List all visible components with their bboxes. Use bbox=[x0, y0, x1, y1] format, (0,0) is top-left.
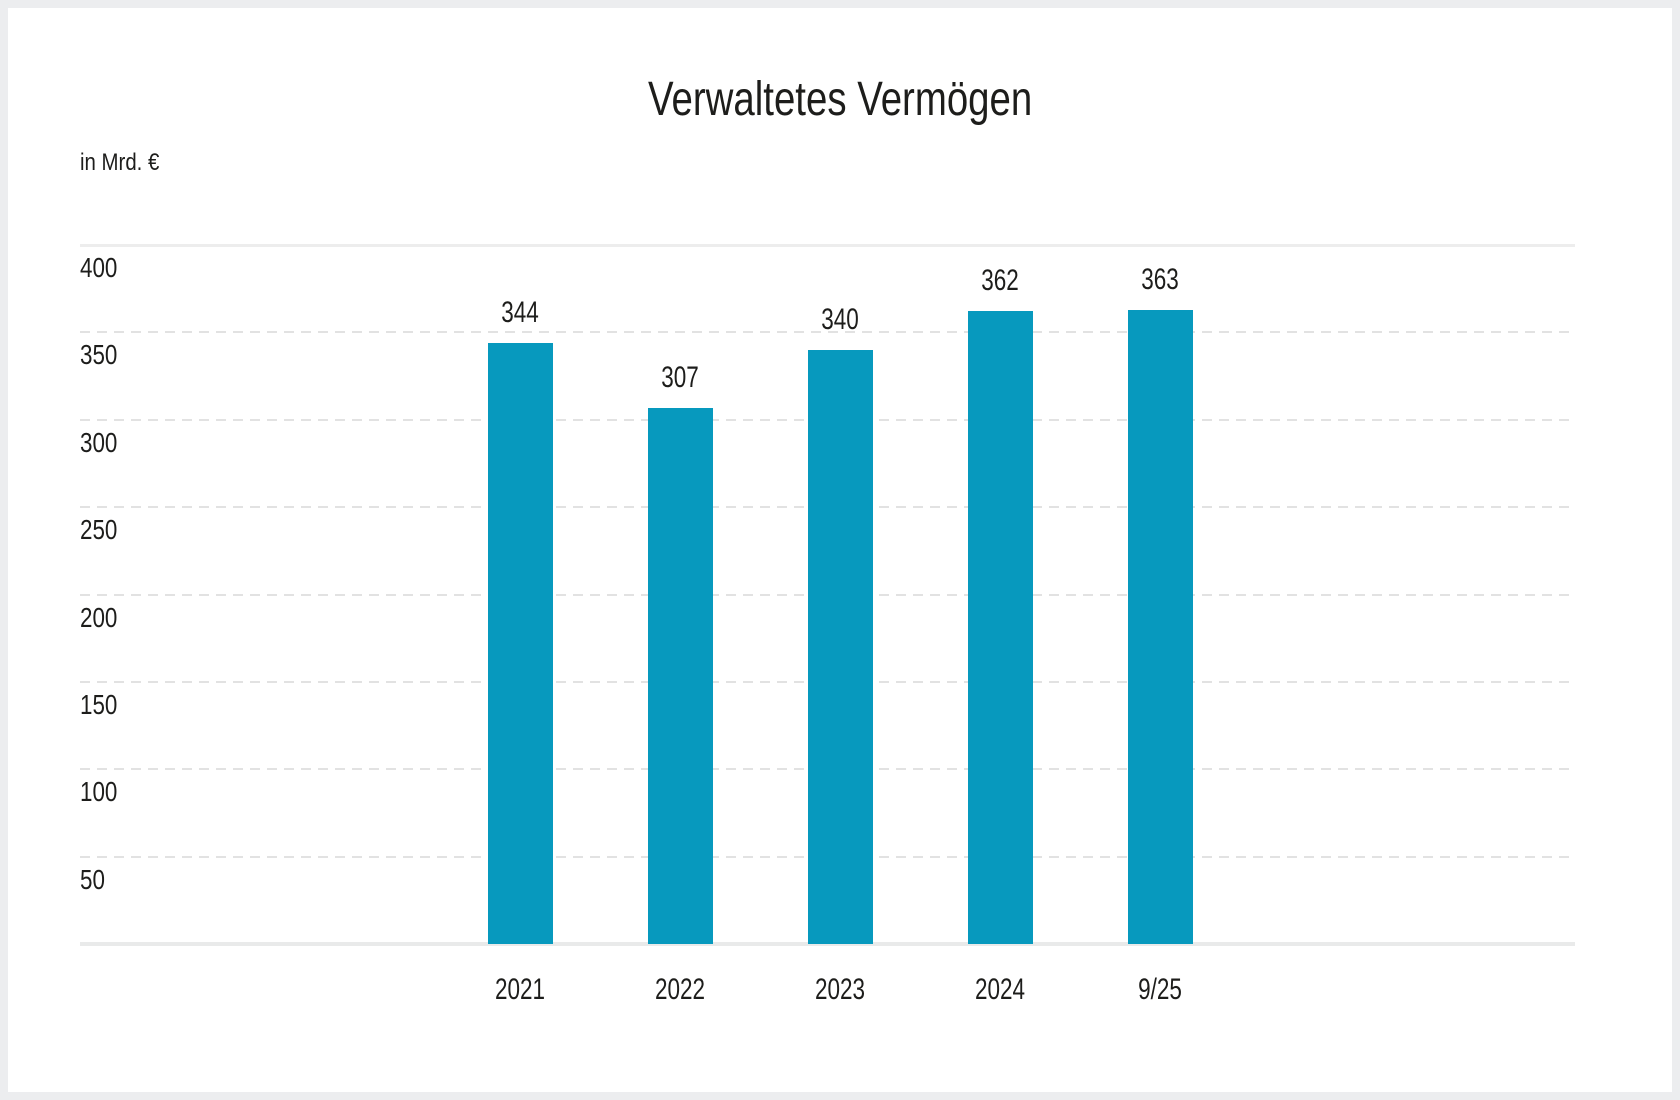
y-axis-label-150: 150 bbox=[80, 689, 127, 721]
y-axis-label-250-text: 250 bbox=[80, 514, 118, 546]
x-axis-label-2024-text: 2024 bbox=[974, 973, 1026, 1006]
y-axis-label-350: 350 bbox=[80, 339, 127, 371]
x-axis-label-2023: 2023 bbox=[807, 973, 874, 1007]
y-axis-label-200-text: 200 bbox=[80, 601, 118, 633]
y-axis-label-400-text: 400 bbox=[80, 252, 118, 283]
value-label-2023-text: 340 bbox=[821, 302, 859, 336]
y-axis-label-250: 250 bbox=[80, 514, 127, 546]
value-label-2022: 307 bbox=[655, 361, 705, 395]
y-axis-label-350-text: 350 bbox=[80, 339, 118, 371]
chart-title: Verwaltetes Vermögen bbox=[0, 73, 1680, 127]
x-axis-label-2021: 2021 bbox=[487, 973, 554, 1007]
value-label-2022-text: 307 bbox=[661, 360, 699, 394]
gridline-400 bbox=[80, 243, 1575, 247]
chart-unit-label-text: in Mrd. € bbox=[80, 149, 160, 176]
chart-title-text: Verwaltetes Vermögen bbox=[647, 73, 1033, 126]
gridline-350 bbox=[80, 331, 1575, 334]
y-axis-label-100: 100 bbox=[80, 776, 127, 808]
y-axis-label-50-text: 50 bbox=[80, 863, 105, 895]
bar-9/25 bbox=[1127, 309, 1193, 944]
value-label-2021: 344 bbox=[495, 296, 545, 330]
bar-2022 bbox=[647, 407, 713, 944]
value-label-2024-text: 362 bbox=[981, 264, 1019, 298]
x-axis-label-2023-text: 2023 bbox=[814, 973, 866, 1006]
x-axis-label-2022: 2022 bbox=[647, 973, 714, 1007]
y-axis-label-50: 50 bbox=[80, 864, 111, 896]
x-axis-line bbox=[80, 942, 1575, 946]
bar-2023 bbox=[807, 349, 873, 944]
value-label-2023: 340 bbox=[815, 303, 865, 337]
y-axis-label-150-text: 150 bbox=[80, 688, 118, 720]
x-axis-label-2024: 2024 bbox=[967, 973, 1034, 1007]
x-axis-label-2021-text: 2021 bbox=[494, 973, 546, 1006]
y-axis-label-100-text: 100 bbox=[80, 776, 118, 808]
x-axis-label-9/25-text: 9/25 bbox=[1138, 973, 1182, 1006]
y-axis-label-300-text: 300 bbox=[80, 426, 118, 458]
value-label-9/25: 363 bbox=[1135, 263, 1185, 297]
value-label-2021-text: 344 bbox=[501, 295, 539, 329]
x-axis-label-2022-text: 2022 bbox=[654, 973, 706, 1006]
y-axis-label-400: 400 bbox=[80, 252, 127, 284]
y-axis-label-200: 200 bbox=[80, 602, 127, 634]
y-axis-label-300: 300 bbox=[80, 427, 127, 459]
bar-2024 bbox=[967, 311, 1033, 944]
value-label-2024: 362 bbox=[975, 264, 1025, 298]
value-label-9/25-text: 363 bbox=[1141, 262, 1179, 296]
x-axis-label-9/25: 9/25 bbox=[1131, 973, 1189, 1007]
bar-2021 bbox=[487, 342, 553, 944]
chart-unit-label: in Mrd. € bbox=[80, 149, 173, 177]
